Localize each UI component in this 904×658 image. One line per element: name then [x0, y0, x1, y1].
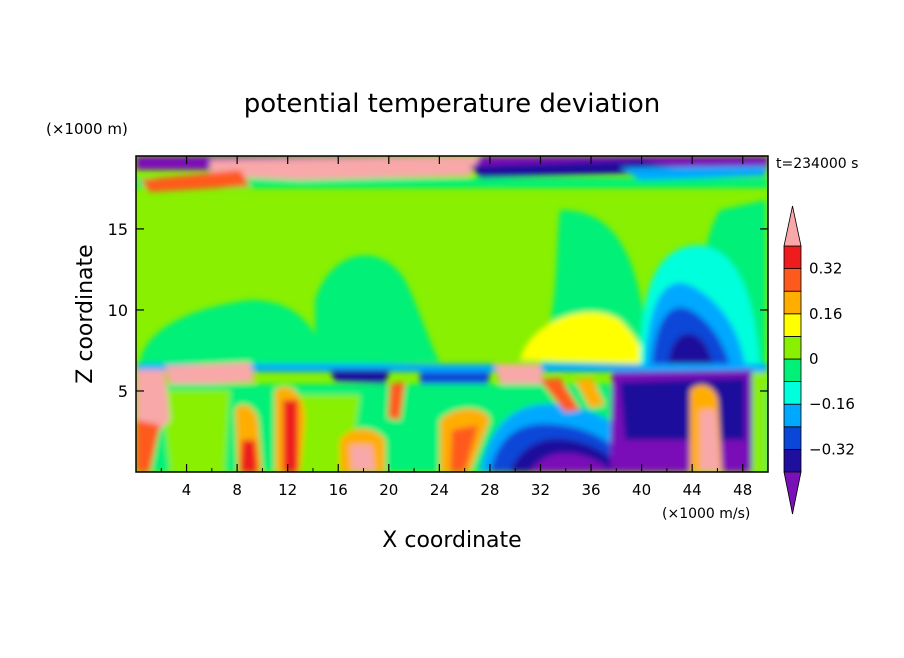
colorbar-label: 0.32 — [809, 260, 842, 278]
x-tick-label: 36 — [581, 481, 600, 499]
colorbar-label: 0.16 — [809, 305, 842, 323]
warm-streak-2 — [575, 378, 605, 408]
yellow-bulge — [520, 312, 645, 364]
colorbar-band — [783, 381, 802, 405]
left-green-dome — [140, 300, 320, 368]
x-tick-label: 28 — [480, 481, 499, 499]
x-tick-label: 8 — [232, 481, 242, 499]
colorbar-band — [783, 245, 802, 270]
x-tick-label: 44 — [683, 481, 702, 499]
chart-title: potential temperature deviation — [244, 89, 660, 119]
x-tick-label: 16 — [329, 481, 348, 499]
cold-pool-purple — [530, 453, 610, 472]
upper-green-band — [136, 178, 768, 188]
left-pink-blob — [165, 362, 255, 386]
y-axis-label: Z coordinate — [73, 244, 98, 383]
y-unit-label: (×1000 m) — [46, 120, 128, 138]
colorbar-band — [783, 313, 802, 337]
x-tick-label: 32 — [531, 481, 550, 499]
colorbar-label: 0 — [809, 350, 819, 368]
colorbar: 0.32 0.16 0 −0.16 −0.32 — [783, 205, 855, 515]
plot-field — [136, 156, 768, 472]
right-warm-plume-core — [700, 410, 720, 472]
warm-streak-3 — [388, 382, 405, 420]
time-label: t=234000 s — [776, 156, 858, 172]
y-tick-label: 5 — [118, 382, 128, 401]
x-tick-label: 24 — [430, 481, 449, 499]
right-cold-block-navy — [620, 378, 745, 440]
colorbar-label: −0.16 — [809, 395, 855, 413]
colorbar-upper-extension — [783, 205, 802, 247]
center-pink-blob — [495, 364, 545, 386]
colorbar-label: −0.32 — [809, 440, 855, 458]
warm-plume-2-core — [283, 400, 298, 472]
top-red-streak — [140, 170, 250, 192]
y-axis: 5 10 15 — [108, 220, 768, 401]
colorbar-band — [783, 268, 802, 292]
x-tick-label: 40 — [632, 481, 651, 499]
x-tick-label: 48 — [733, 481, 752, 499]
lower-lime-1 — [160, 390, 230, 472]
plot-frame — [135, 155, 769, 473]
warm-streak-1 — [540, 378, 580, 412]
top-pink-streak — [210, 156, 480, 180]
center-green-dome — [315, 255, 440, 366]
colorbar-lower-extension — [783, 471, 802, 515]
inversion-band — [136, 364, 768, 372]
x-tick-label: 20 — [379, 481, 398, 499]
inversion-navy-2 — [420, 372, 490, 384]
inversion-navy-1 — [330, 370, 390, 384]
warm-plume-4-core — [450, 425, 478, 472]
x-tick-label: 12 — [278, 481, 297, 499]
warm-plume-3-core — [350, 445, 375, 472]
x-axis: 4 8 12 16 20 24 28 32 36 40 44 48 — [160, 156, 752, 499]
colorbar-band — [783, 426, 802, 450]
left-edge-red — [136, 420, 160, 472]
cold-column-navy — [668, 333, 712, 366]
x-unit-label: (×1000 m/s) — [662, 506, 750, 522]
x-axis-label: X coordinate — [382, 528, 521, 553]
warm-plume-1-core — [240, 440, 258, 472]
top-cyan-streak — [620, 166, 766, 180]
colorbar-band — [783, 448, 802, 473]
colorbar-band — [783, 290, 802, 315]
x-tick-label: 4 — [182, 481, 192, 499]
y-tick-label: 15 — [108, 220, 128, 239]
right-edge-lime — [752, 372, 766, 472]
colorbar-band — [783, 335, 802, 360]
colorbar-band — [783, 403, 802, 428]
y-tick-label: 10 — [108, 301, 128, 320]
colorbar-band — [783, 358, 802, 383]
